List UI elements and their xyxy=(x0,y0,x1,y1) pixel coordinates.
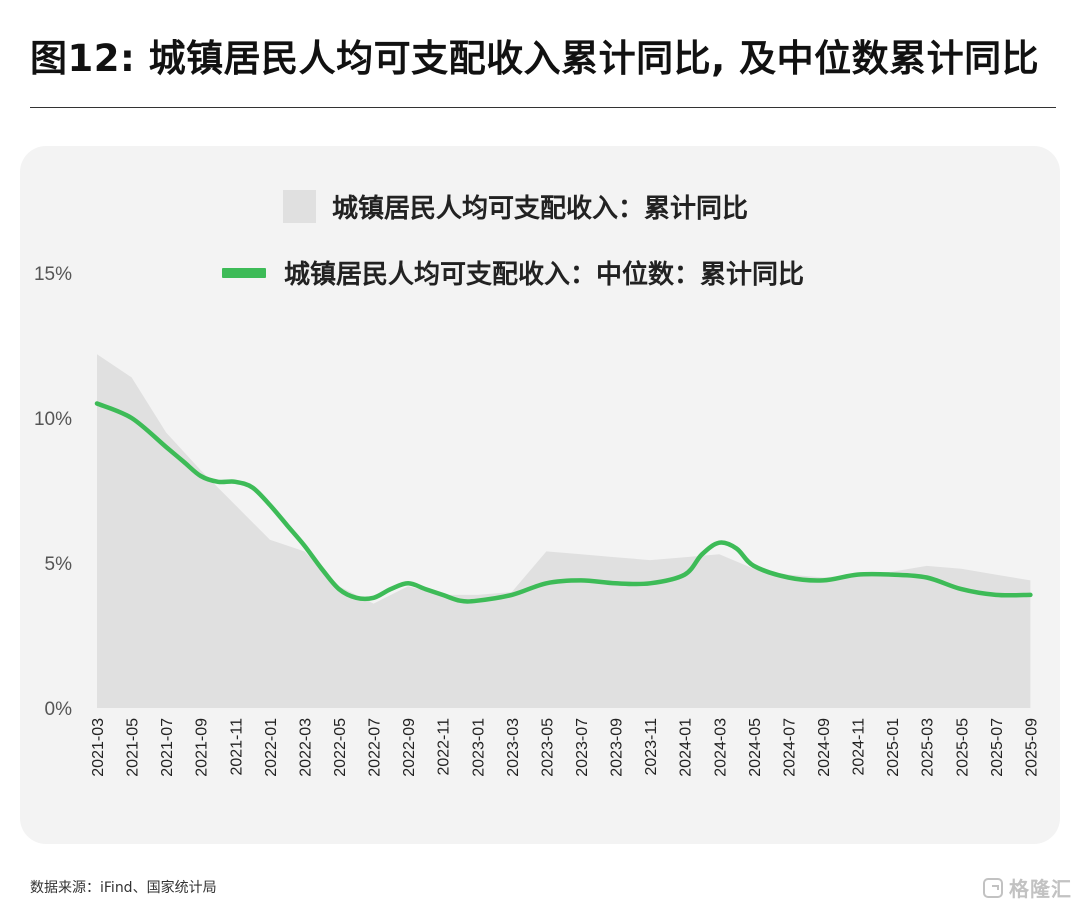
x-tick-label: 2022-05 xyxy=(332,718,349,777)
x-tick-label: 2022-11 xyxy=(436,718,453,776)
x-tick-label: 2021-07 xyxy=(159,718,176,777)
x-tick-label: 2021-11 xyxy=(228,718,245,776)
area-series xyxy=(97,354,1031,708)
line-series xyxy=(94,401,1033,604)
x-tick-label: 2025-05 xyxy=(954,718,971,777)
y-tick-label: 15% xyxy=(34,264,72,285)
x-tick-label: 2022-01 xyxy=(263,718,280,777)
y-tick-label: 5% xyxy=(45,554,73,575)
x-tick-label: 2023-11 xyxy=(643,718,660,776)
legend-item-line: 城镇居民人均可支配收入：中位数：累计同比 xyxy=(222,254,804,291)
brand-logo: 格隆汇 xyxy=(983,873,1072,902)
x-tick-label: 2024-03 xyxy=(712,718,729,777)
x-tick-label: 2025-03 xyxy=(920,718,937,777)
page-title: 图12: 城镇居民人均可支配收入累计同比, 及中位数累计同比 xyxy=(30,37,1040,80)
x-tick-label: 2025-01 xyxy=(885,718,902,777)
y-tick-label: 10% xyxy=(34,409,72,430)
title-divider xyxy=(30,107,1056,108)
x-tick-label: 2021-09 xyxy=(194,718,211,777)
x-tick-label: 2025-09 xyxy=(1023,718,1040,777)
legend-item-area: 城镇居民人均可支配收入：累计同比 xyxy=(283,188,748,225)
data-source-note: 数据来源：iFind、国家统计局 xyxy=(30,880,217,896)
x-tick-label: 2024-01 xyxy=(678,718,695,777)
x-tick-label: 2024-05 xyxy=(747,718,764,777)
legend-swatch-line xyxy=(222,267,266,278)
legend-label-line: 城镇居民人均可支配收入：中位数：累计同比 xyxy=(284,260,805,290)
x-tick-label: 2024-07 xyxy=(781,718,798,777)
x-tick-label: 2021-05 xyxy=(125,718,142,777)
x-tick-label: 2024-09 xyxy=(816,718,833,777)
x-tick-label: 2023-07 xyxy=(574,718,591,777)
x-tick-label: 2023-01 xyxy=(470,718,487,777)
legend-swatch-area xyxy=(283,190,316,223)
x-tick-label: 2024-11 xyxy=(851,718,868,776)
x-tick-label: 2023-05 xyxy=(539,718,556,777)
x-tick-label: 2022-07 xyxy=(367,718,384,777)
y-tick-label: 0% xyxy=(45,699,73,720)
x-tick-label: 2022-03 xyxy=(297,718,314,777)
gelonghui-logo-icon xyxy=(983,877,1003,898)
brand-logo-text: 格隆汇 xyxy=(1009,877,1072,901)
x-tick-label: 2022-09 xyxy=(401,718,418,777)
x-tick-label: 2025-07 xyxy=(989,718,1006,777)
x-tick-label: 2021-03 xyxy=(90,718,107,777)
x-tick-label: 2023-09 xyxy=(609,718,626,777)
legend-label-area: 城镇居民人均可支配收入：累计同比 xyxy=(332,194,749,224)
x-tick-label: 2023-03 xyxy=(505,718,522,777)
